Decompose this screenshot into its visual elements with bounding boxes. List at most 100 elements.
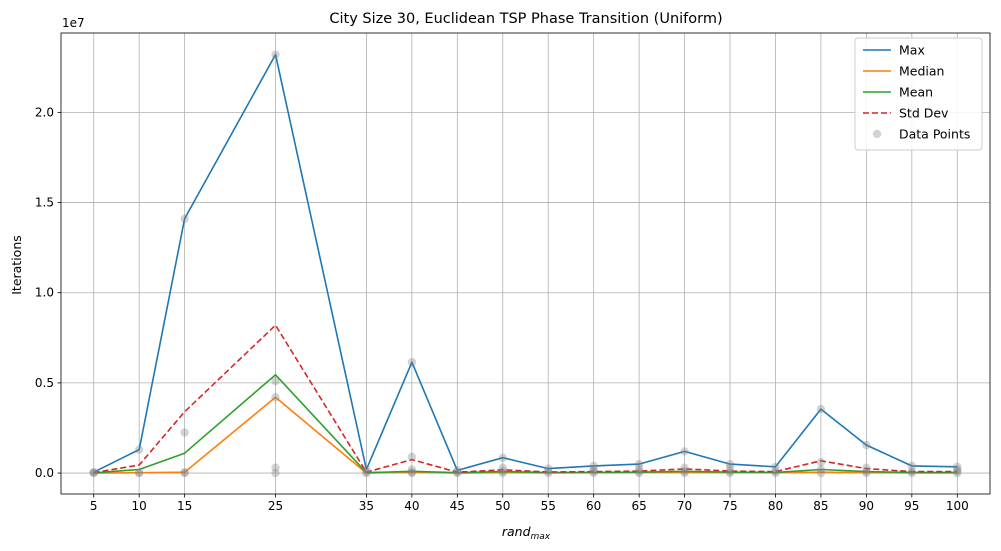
data-point <box>634 468 644 478</box>
x-tick-label: 100 <box>946 499 969 513</box>
x-tick-label: 95 <box>904 499 919 513</box>
y-tick-label: 2.0 <box>35 105 54 119</box>
data-point <box>680 468 689 478</box>
legend-label-std-dev: Std Dev <box>899 106 949 121</box>
data-point <box>134 468 144 478</box>
series-layer <box>93 53 958 474</box>
data-point <box>498 467 507 476</box>
data-point <box>180 467 189 477</box>
x-tick-label: 75 <box>722 499 737 513</box>
data-point <box>953 462 962 471</box>
data-point <box>180 214 189 223</box>
data-point <box>771 467 780 476</box>
data-point <box>634 459 644 469</box>
data-point <box>953 467 962 476</box>
data-point <box>498 463 507 472</box>
x-tick-label: 10 <box>132 499 147 513</box>
data-point <box>271 468 280 478</box>
data-point <box>453 466 462 475</box>
data-point <box>680 467 689 476</box>
x-axis-label: randmax <box>502 524 551 542</box>
x-axis-label-subscript: max <box>531 532 551 542</box>
x-tick-label: 65 <box>631 499 646 513</box>
data-point <box>453 467 462 477</box>
data-point <box>271 393 280 402</box>
data-point <box>407 357 417 367</box>
data-point <box>816 458 826 467</box>
legend-label-mean: Mean <box>899 85 933 100</box>
data-point <box>634 464 644 473</box>
data-point <box>180 428 189 437</box>
data-point <box>407 468 417 478</box>
x-tick-label: 55 <box>541 499 556 513</box>
y-axis-ticks: 0.0 0.5 1.0 1.5 2.0 <box>35 105 61 480</box>
data-point <box>89 468 98 477</box>
data-point <box>407 465 417 474</box>
data-point <box>771 462 780 471</box>
data-point <box>498 468 507 478</box>
x-tick-label: 70 <box>677 499 692 513</box>
legend-swatch-data-points <box>872 129 882 139</box>
data-point <box>634 467 644 476</box>
x-tick-label: 25 <box>268 499 283 513</box>
data-point <box>271 376 280 386</box>
y-axis-label: Iterations <box>9 235 24 295</box>
data-point <box>89 467 98 477</box>
y-tick-label: 0.0 <box>35 466 54 480</box>
data-point <box>362 465 371 474</box>
data-point <box>725 468 735 478</box>
axes-frame <box>60 32 991 495</box>
data-point <box>771 468 780 478</box>
x-tick-label: 40 <box>404 499 419 513</box>
data-point <box>862 467 871 476</box>
data-point <box>680 463 689 472</box>
data-point <box>725 467 735 476</box>
data-point <box>544 464 553 473</box>
series-line-max <box>93 53 958 473</box>
y-axis-offset-label: 1e7 <box>62 16 85 30</box>
data-point <box>362 467 371 477</box>
x-tick-label: 5 <box>90 499 98 513</box>
data-point <box>862 440 871 450</box>
data-point <box>907 467 917 476</box>
data-point <box>907 468 917 478</box>
data-point <box>134 445 144 454</box>
legend-label-data-points: Data Points <box>899 127 970 142</box>
data-point <box>498 453 507 462</box>
data-point <box>862 468 871 478</box>
data-point <box>589 467 598 476</box>
data-point <box>589 461 598 471</box>
data-point <box>453 468 462 478</box>
legend: Max Median Mean Std Dev Data Points <box>854 37 983 151</box>
data-point <box>407 467 417 477</box>
x-tick-label: 90 <box>859 499 874 513</box>
y-tick-label: 1.0 <box>35 286 54 300</box>
data-point <box>362 468 371 478</box>
data-point <box>953 465 962 474</box>
x-axis-ticks: 5 10 15 25 35 40 45 50 55 60 65 70 75 80 85 90 95 100 <box>90 494 969 513</box>
x-tick-label: 80 <box>768 499 783 513</box>
data-point <box>544 468 553 478</box>
data-point <box>680 447 689 456</box>
legend-label-max: Max <box>899 43 925 58</box>
x-tick-label: 45 <box>450 499 465 513</box>
data-point <box>725 459 735 469</box>
y-tick-label: 1.5 <box>35 196 54 210</box>
x-tick-label: 50 <box>495 499 510 513</box>
legend-label-median: Median <box>899 64 944 79</box>
x-tick-label: 60 <box>586 499 601 513</box>
data-point <box>953 468 962 478</box>
data-point <box>544 467 553 476</box>
legend-box <box>854 37 983 151</box>
data-point <box>816 468 826 478</box>
data-point <box>816 465 826 474</box>
data-point <box>816 404 826 414</box>
data-point <box>89 468 98 478</box>
y-tick-label: 0.5 <box>35 376 54 390</box>
scatter-layer <box>89 50 962 478</box>
data-point <box>589 468 598 478</box>
x-tick-label: 15 <box>177 499 192 513</box>
data-point <box>134 468 144 477</box>
chart-title: City Size 30, Euclidean TSP Phase Transi… <box>329 11 722 27</box>
